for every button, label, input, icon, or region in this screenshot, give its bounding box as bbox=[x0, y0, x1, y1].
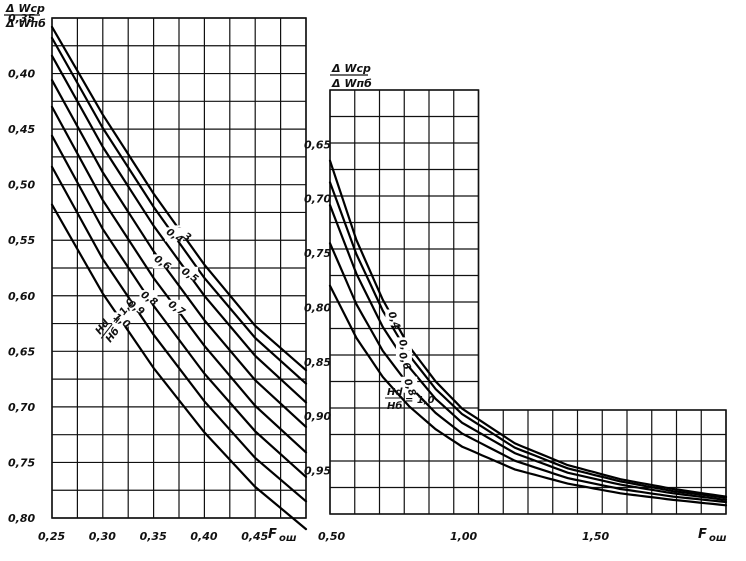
left-y-tick-label: 0,45 bbox=[8, 123, 35, 136]
right-y-tick-label: 0,85 bbox=[304, 356, 331, 369]
right-x-tick-label: 0,50 bbox=[318, 530, 345, 543]
left-y-tick-label: 0,75 bbox=[8, 456, 35, 469]
right-x-axis-label: F ош bbox=[698, 527, 727, 544]
left-series-line-0-9 bbox=[50, 165, 308, 503]
right-curve-label-gap bbox=[395, 337, 412, 354]
left-series-line-0-5 bbox=[50, 54, 308, 404]
left-x-tick-label: 0,25 bbox=[38, 530, 65, 543]
left-series-line-1-0 bbox=[50, 203, 308, 531]
left-ylabel-top: Δ Wcp bbox=[5, 2, 45, 15]
right-curve-label-gap bbox=[401, 376, 418, 393]
right-panel-grid bbox=[329, 89, 727, 515]
left-curve-label-gap bbox=[164, 227, 183, 242]
left-series-line-0-6 bbox=[50, 79, 308, 428]
left-ylabel-bottom: Δ Wпб bbox=[5, 17, 46, 30]
right-xlabel-sub: ош bbox=[709, 533, 727, 544]
right-series-line-0-8 bbox=[328, 242, 728, 504]
left-curve-label-gap bbox=[166, 299, 185, 314]
left-y-tick-label: 0,65 bbox=[8, 345, 35, 358]
right-series-line-0-5 bbox=[328, 181, 728, 499]
right-panel-curves: 0,40,50,60,8 bbox=[328, 159, 728, 507]
right-panel-frame bbox=[329, 89, 727, 515]
left-y-axis-label: Δ Wcp Δ Wпб bbox=[4, 2, 46, 30]
right-x-tick-label: 1,50 bbox=[582, 530, 609, 543]
left-y-tick-label: 0,40 bbox=[8, 68, 35, 81]
left-series-line-0-4 bbox=[50, 36, 308, 385]
right-x-tick-label: 1,00 bbox=[450, 530, 477, 543]
right-y-tick-label: 0,90 bbox=[304, 410, 331, 423]
left-curve-label-gap bbox=[112, 312, 131, 327]
left-y-tick-label: 0,50 bbox=[8, 179, 35, 192]
right-y-axis-label: Δ Wcp Δ Wпб bbox=[330, 62, 372, 90]
right-ylabel-bottom: Δ Wпб bbox=[331, 77, 372, 90]
left-curve-label-gap bbox=[180, 266, 199, 281]
right-panel-tick-labels: 0,50 1,00 1,50 0,65 0,70 0,75 0,80 0,85 0,90 0,95 bbox=[304, 138, 609, 543]
right-xlabel: F bbox=[698, 527, 707, 542]
right-parameter-label: Hd Hб = 1,0 bbox=[385, 387, 435, 412]
left-y-tick-label: 0,55 bbox=[8, 234, 35, 247]
left-y-tick-label: 0,70 bbox=[8, 401, 35, 414]
right-y-tick-label: 0,80 bbox=[304, 301, 331, 314]
left-curve-label-gap bbox=[126, 299, 145, 314]
left-y-tick-label: 0,80 bbox=[8, 512, 35, 525]
left-xlabel-sub: ош bbox=[279, 533, 297, 544]
left-x-tick-label: 0,40 bbox=[190, 530, 217, 543]
left-panel-frame bbox=[51, 17, 307, 519]
right-series-line-1-0 bbox=[328, 284, 728, 507]
right-param-value: = 1,0 bbox=[405, 395, 435, 406]
right-curve-label-gap bbox=[395, 350, 412, 367]
left-x-tick-label: 0,30 bbox=[89, 530, 116, 543]
right-param-numerator: Hd bbox=[387, 387, 403, 398]
right-y-tick-label: 0,70 bbox=[304, 193, 331, 206]
left-panel-curves: 0,30,40,50,60,70,80,91,0 bbox=[50, 25, 308, 531]
right-y-tick-label: 0,95 bbox=[304, 465, 331, 478]
right-y-tick-label: 0,65 bbox=[304, 138, 331, 151]
right-curve-label-gap bbox=[385, 309, 402, 326]
right-ylabel-top: Δ Wcp bbox=[331, 62, 371, 75]
left-y-tick-label: 0,60 bbox=[8, 290, 35, 303]
left-x-tick-label: 0,45 bbox=[241, 530, 268, 543]
left-panel-tick-labels: 0,25 0,30 0,35 0,40 0,450,350,400,450,500,55… bbox=[8, 12, 269, 543]
right-y-tick-label: 0,75 bbox=[304, 247, 331, 260]
left-param-fraction-bar bbox=[100, 323, 113, 339]
left-series-line-0-8 bbox=[50, 134, 308, 478]
left-xlabel: F bbox=[268, 527, 277, 542]
left-x-tick-label: 0,35 bbox=[140, 530, 167, 543]
left-x-axis-label: F ош bbox=[268, 527, 297, 544]
left-curve-label-gap bbox=[152, 254, 171, 269]
right-param-denominator: Hб bbox=[387, 400, 402, 412]
